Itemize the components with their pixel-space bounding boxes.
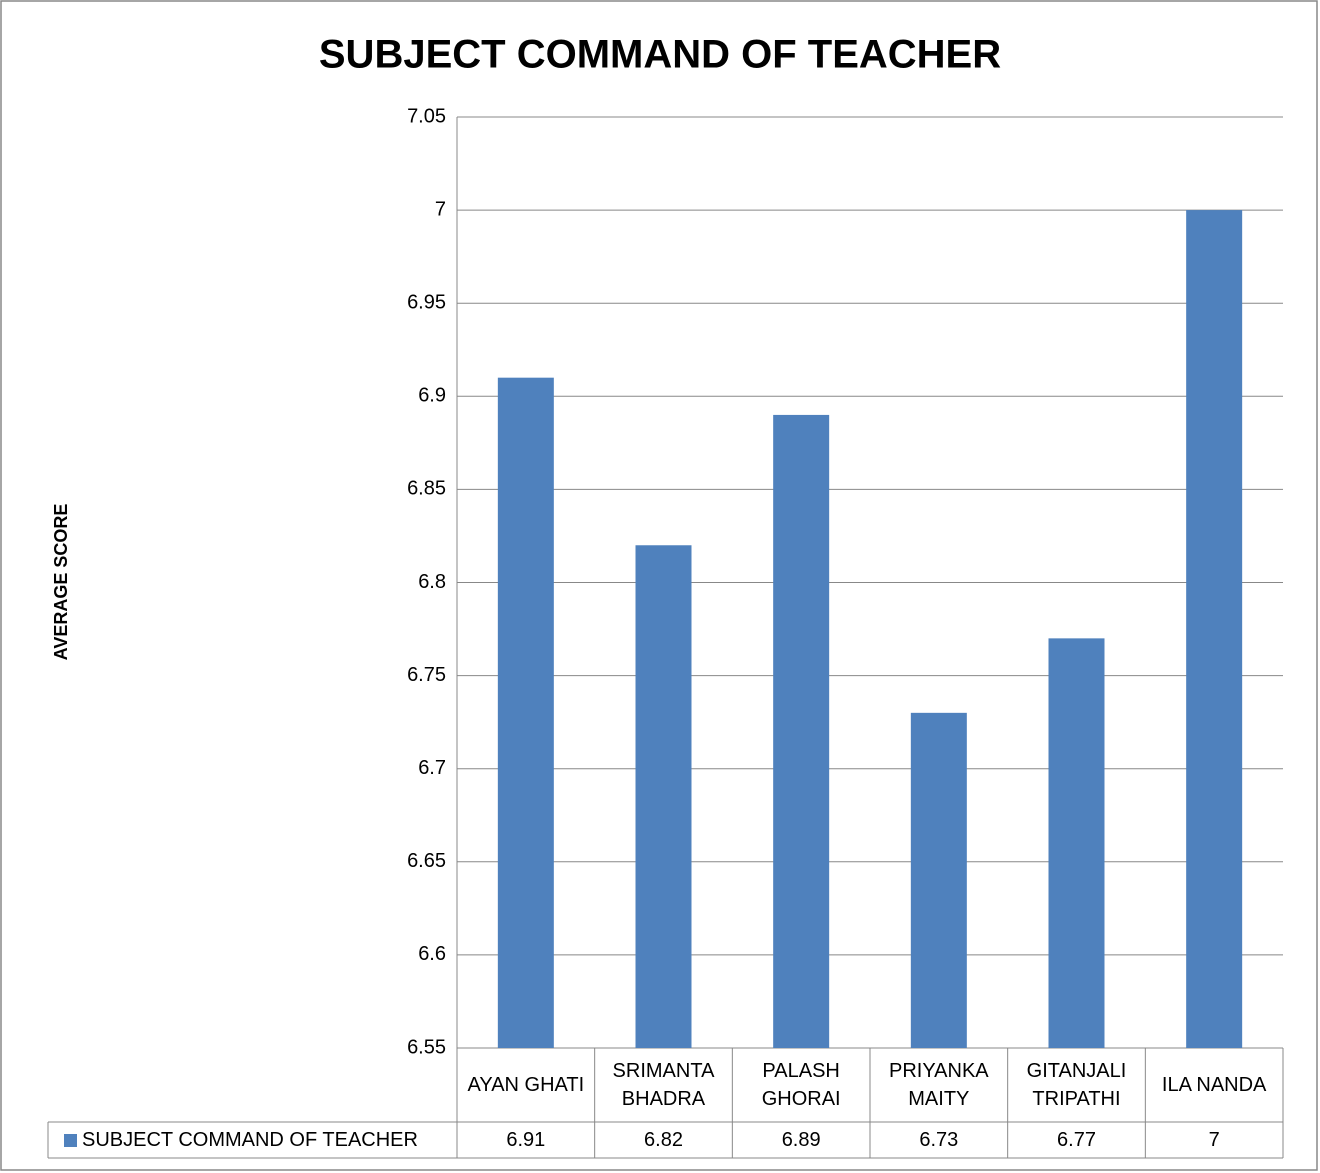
category-label: PRIYANKA MAITY — [888, 1060, 989, 1110]
y-axis-title: AVERAGE SCORE — [51, 504, 71, 661]
y-tick-label: 6.8 — [418, 571, 446, 593]
y-tick-label: 6.95 — [407, 291, 446, 313]
data-table-value: 6.77 — [1057, 1129, 1096, 1151]
data-table-value: 6.73 — [919, 1129, 959, 1151]
legend-label: SUBJECT COMMAND OF TEACHER — [82, 1129, 418, 1151]
category-label: SRIMANTA BHADRA — [612, 1060, 715, 1110]
data-table-value: 6.91 — [506, 1129, 546, 1151]
bar — [1186, 210, 1243, 1049]
y-tick-label: 6.55 — [407, 1036, 446, 1058]
legend-swatch — [64, 1134, 77, 1147]
y-tick-label: 6.85 — [407, 478, 446, 500]
y-tick-label: 6.9 — [418, 385, 446, 407]
y-tick-label: 6.7 — [418, 757, 446, 779]
y-tick-label: 6.65 — [407, 850, 446, 872]
y-tick-label: 7.05 — [407, 105, 446, 127]
y-tick-label: 7 — [435, 198, 446, 220]
bar — [497, 377, 554, 1048]
bar — [910, 712, 967, 1048]
data-table-value: 6.82 — [644, 1129, 683, 1151]
category-label: AYAN GHATI — [467, 1074, 585, 1096]
category-label: ILA NANDA — [1161, 1074, 1267, 1096]
y-tick-label: 6.75 — [407, 664, 446, 686]
category-label: GITANJALI TRIPATHI — [1026, 1060, 1127, 1110]
chart-title: SUBJECT COMMAND OF TEACHER — [319, 33, 1001, 77]
data-table-value: 6.89 — [781, 1129, 821, 1151]
bar — [773, 414, 830, 1048]
bar — [1048, 638, 1105, 1048]
bar — [635, 545, 692, 1048]
y-tick-label: 6.6 — [418, 943, 446, 965]
data-table-value: 7 — [1208, 1129, 1220, 1151]
category-label: PALASH GHORAI — [761, 1060, 841, 1110]
